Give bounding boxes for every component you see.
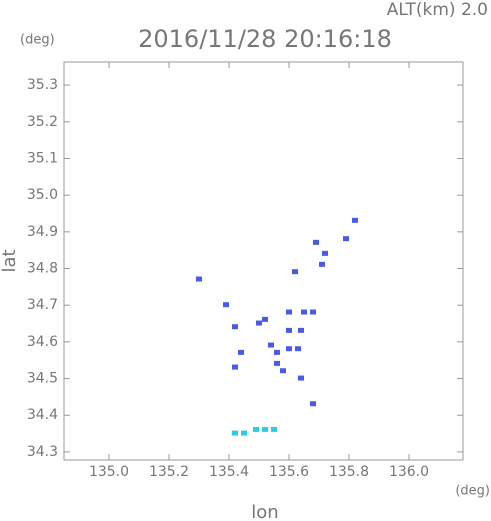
echo-point [253,426,259,432]
echo-point [268,342,274,348]
y-tick-label: 34.6 [27,334,58,350]
echo-point [286,309,292,315]
x-tick-label: 135.2 [149,464,189,480]
y-tick-label: 35.0 [27,187,58,203]
x-tick-label: 135.8 [329,464,369,480]
y-tick-label: 35.2 [27,114,58,130]
echo-point [322,250,328,256]
echo-point [310,309,316,315]
echo-point [280,368,286,374]
echo-point [238,349,244,355]
y-tick-label: 34.9 [27,224,58,240]
echo-point [256,320,262,326]
x-tick-label: 135.0 [89,464,129,480]
echo-point [343,236,349,242]
x-tick-label: 135.6 [269,464,309,480]
echo-point [286,327,292,333]
echo-point [313,239,319,245]
echo-point [262,426,268,432]
y-tick-label: 34.4 [27,407,58,423]
chart-title: 2016/11/28 20:16:18 [138,25,392,53]
y-tick-label: 34.3 [27,444,58,460]
echo-point [241,430,247,436]
x-tick-label: 136.0 [389,464,429,480]
echo-point [232,364,238,370]
echo-point [298,375,304,381]
echo-point [223,302,229,308]
echo-point [292,269,298,275]
echo-point [232,430,238,436]
echo-point [319,261,325,267]
x-axis-label: lon [251,502,278,521]
echo-point [295,346,301,352]
y-tick-label: 34.7 [27,297,58,313]
echo-point [232,324,238,330]
y-tick-label: 34.5 [27,371,58,387]
echo-point [271,426,277,432]
echo-point [274,349,280,355]
echo-point [196,276,202,282]
y-tick-label: 35.3 [27,77,58,93]
x-unit: (deg) [455,484,490,499]
echo-point [262,316,268,322]
x-tick-label: 135.4 [209,464,249,480]
y-unit: (deg) [20,33,55,48]
echo-point [301,309,307,315]
echo-point [310,401,316,407]
echo-point [274,360,280,366]
y-tick-label: 34.8 [27,261,58,277]
echo-point [298,327,304,333]
echo-point [352,217,358,223]
y-tick-label: 35.1 [27,150,58,166]
altitude-label: ALT(km) 2.0 [387,0,488,20]
plot-frame [63,61,464,461]
echo-point [286,346,292,352]
y-axis-label: lat [0,249,20,272]
